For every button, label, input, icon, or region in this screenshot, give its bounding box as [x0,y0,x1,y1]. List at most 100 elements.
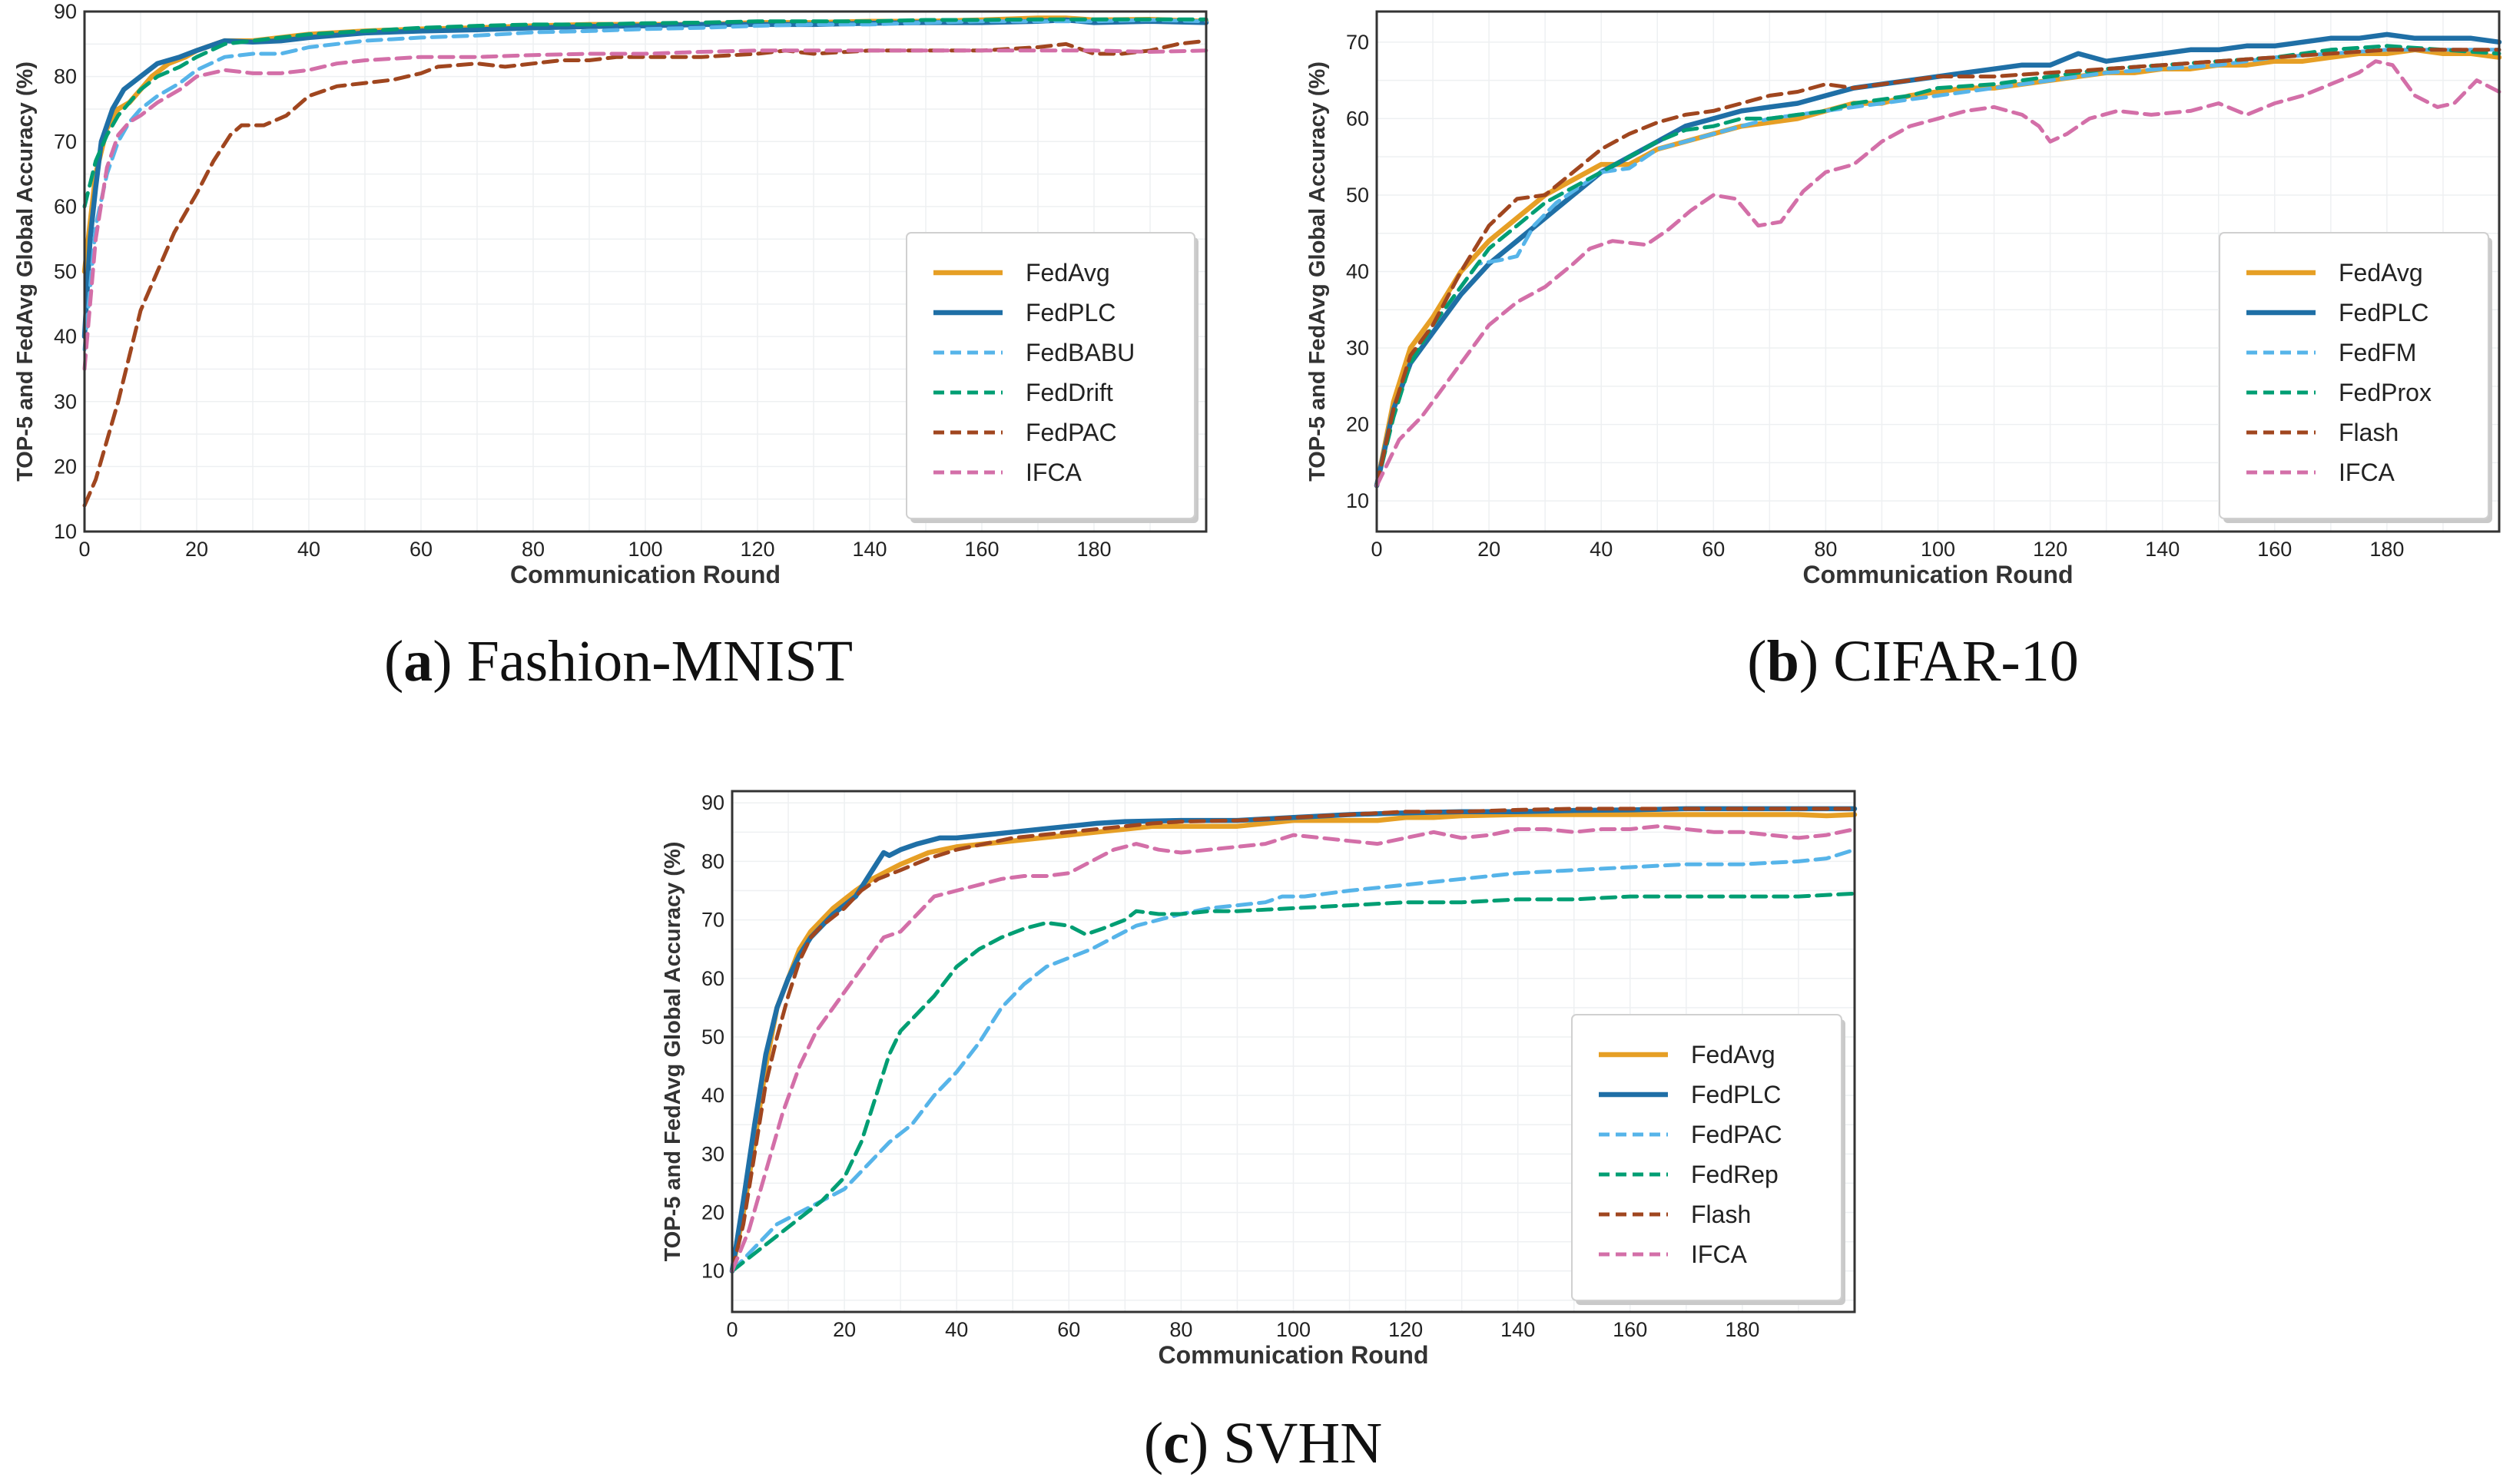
y-tick-label: 50 [1346,184,1369,207]
x-tick-label: 40 [945,1318,968,1341]
legend-label-fedavg: FedAvg [1026,259,1110,287]
y-tick-label: 10 [1346,489,1369,512]
y-tick-label: 70 [701,909,724,932]
legend: FedAvg FedPLC FedBABU FedDrift FedPAC IFCA [906,232,1198,523]
x-tick-label: 120 [740,538,774,561]
legend: FedAvg FedPLC FedPAC FedRep Flash IFCA [1571,1014,1845,1305]
y-tick-label: 70 [54,130,77,153]
y-tick-label: 10 [54,520,77,543]
legend-label-fedbabu: FedBABU [1026,339,1135,366]
legend-box [1571,1014,1842,1301]
x-tick-label: 100 [1921,538,1955,561]
legend-label-fedplc: FedPLC [2339,299,2428,326]
x-tick-label: 80 [1169,1318,1192,1341]
y-tick-label: 50 [701,1025,724,1048]
legend-label-fedavg: FedAvg [1691,1041,1775,1068]
x-tick-label: 100 [1276,1318,1311,1341]
x-tick-label: 180 [1725,1318,1759,1341]
x-tick-label: 180 [1076,538,1111,561]
x-tick-label: 40 [297,538,320,561]
x-tick-label: 140 [852,538,887,561]
x-tick-label: 80 [522,538,545,561]
x-tick-label: 140 [2145,538,2180,561]
axes-frame [83,10,1208,533]
panel-svhn: 0 20 40 60 80 100 120 140 160 180 10 20 30 40 50 60 70 80… [661,790,1858,1369]
x-tick-label: 100 [628,538,662,561]
y-tick-label: 50 [54,260,77,283]
x-axis-label: Communication Round [1159,1341,1429,1369]
y-tick-label: 30 [1346,336,1369,359]
y-tick-label: 20 [701,1201,724,1224]
legend-label-fedplc: FedPLC [1691,1081,1781,1108]
caption-c: (c) SVHN [1143,1411,1383,1476]
x-tick-label: 40 [1590,538,1613,561]
y-tick-label: 80 [54,65,77,88]
legend-label-fedprox: FedProx [2339,379,2432,406]
series-line-fedavg [729,812,1858,1274]
caption-b: (b) CIFAR-10 [1747,629,2079,694]
y-tick-label: 60 [1346,107,1369,130]
legend-label-fedrep: FedRep [1691,1161,1779,1188]
y-tick-label: 30 [54,390,77,413]
series-line-ifca [730,824,1857,1274]
legend-label-feddrift: FedDrift [1026,379,1113,406]
legend-box [906,232,1195,519]
y-tick-label: 90 [54,0,77,23]
y-axis-label: TOP-5 and FedAvg Global Accuracy (%) [13,61,38,482]
x-tick-label: 80 [1814,538,1837,561]
legend-label-ifca: IFCA [1026,459,1082,486]
x-tick-label: 20 [1477,538,1500,561]
y-tick-label: 60 [54,195,77,218]
x-tick-label: 160 [2257,538,2292,561]
series-line-ifca [1374,59,2501,488]
x-tick-label: 160 [964,538,999,561]
x-tick-label: 60 [409,538,433,561]
y-axis-label: TOP-5 and FedAvg Global Accuracy (%) [661,842,685,1262]
series-line-flash [730,807,1857,1274]
x-tick-label: 20 [185,538,208,561]
x-tick-label: 180 [2369,538,2404,561]
legend-label-ifca: IFCA [2339,459,2395,486]
legend-box [2219,232,2489,519]
legend-label-fedfm: FedFM [2339,339,2416,366]
y-tick-label: 30 [701,1142,724,1165]
x-tick-label: 160 [1613,1318,1647,1341]
series-line-feddrift [82,17,1208,209]
legend-label-fedpac: FedPAC [1691,1121,1782,1148]
caption-a: (a) Fashion-MNIST [383,629,854,694]
y-tick-label: 40 [701,1084,724,1107]
x-tick-label: 120 [1388,1318,1423,1341]
series-line-fedrep [730,891,1857,1274]
panel-cifar-10: 0 20 40 60 80 100 120 140 160 180 10 20 30 40 50 60 70 Co… [1305,10,2502,588]
legend-label-fedplc: FedPLC [1026,299,1116,326]
series-line-ifca [82,48,1208,371]
x-tick-label: 140 [1500,1318,1535,1341]
y-tick-label: 80 [701,850,724,873]
legend-label-fedpac: FedPAC [1026,419,1117,446]
y-tick-label: 20 [1346,413,1369,436]
legend-label-flash: Flash [1691,1201,1751,1228]
legend-label-flash: Flash [2339,419,2399,446]
x-tick-label: 0 [78,538,90,561]
series-line-fedbabu [82,18,1208,352]
y-tick-label: 40 [1346,260,1369,283]
legend-label-fedavg: FedAvg [2339,259,2423,287]
y-tick-label: 10 [701,1260,724,1283]
x-axis-label: Communication Round [1803,561,2074,588]
y-tick-label: 60 [701,967,724,990]
series-line-fedfm [1374,48,2501,488]
y-tick-label: 40 [54,325,77,348]
series-line-flash [1374,48,2501,488]
y-tick-label: 70 [1346,31,1369,54]
y-tick-label: 90 [701,791,724,814]
axes-frame [1375,10,2501,533]
y-tick-label: 20 [54,455,77,478]
legend: FedAvg FedPLC FedFM FedProx Flash IFCA [2219,232,2492,523]
x-tick-label: 60 [1057,1318,1080,1341]
axes-frame [731,790,1856,1313]
panel-fashion-mnist: 0 20 40 60 80 100 120 140 160 180 10 20 30 40 50 60 70 80… [13,0,1209,588]
y-axis-label: TOP-5 and FedAvg Global Accuracy (%) [1305,61,1330,482]
x-tick-label: 120 [2033,538,2067,561]
x-tick-label: 60 [1702,538,1725,561]
